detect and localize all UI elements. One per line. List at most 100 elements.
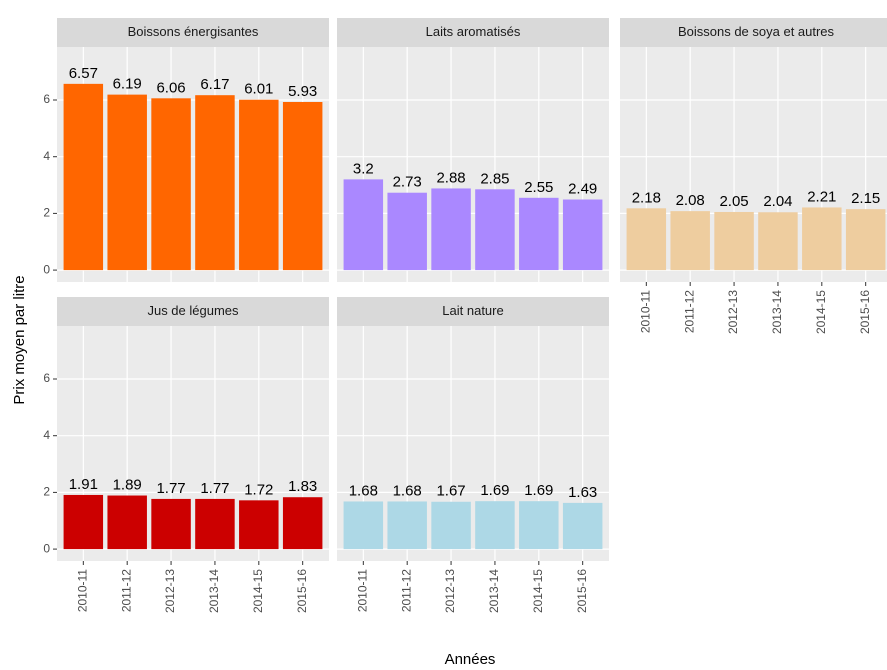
x-tick-label: 2011-12: [682, 290, 696, 333]
x-tick-label: 2013-14: [770, 290, 784, 334]
value-label: 1.77: [156, 480, 185, 497]
y-tick-label: 0: [43, 541, 50, 555]
value-label: 5.93: [288, 83, 317, 100]
value-label: 1.69: [480, 482, 509, 499]
value-label: 6.57: [69, 65, 98, 82]
value-label: 2.55: [524, 179, 553, 196]
bar: [239, 99, 279, 271]
panel-title: Lait nature: [442, 303, 503, 318]
x-tick-label: 2011-12: [399, 569, 413, 612]
y-tick-label: 2: [43, 485, 50, 499]
value-label: 2.04: [763, 193, 792, 210]
bar: [343, 501, 384, 550]
y-tick-label: 4: [43, 149, 50, 163]
value-label: 1.68: [393, 482, 422, 499]
bar: [626, 208, 667, 271]
value-label: 2.88: [436, 169, 465, 186]
bar: [562, 199, 603, 271]
bar: [845, 209, 886, 271]
value-label: 2.15: [851, 190, 880, 207]
x-tick-label: 2015-16: [858, 290, 872, 334]
bar: [519, 501, 559, 550]
bar: [562, 502, 603, 550]
bar: [475, 501, 515, 550]
x-tick-label: 2015-16: [295, 569, 309, 613]
y-tick-label: 6: [43, 371, 50, 385]
bar: [63, 494, 104, 550]
value-label: 2.49: [568, 180, 597, 197]
x-tick-label: 2013-14: [487, 569, 501, 613]
x-tick-label: 2013-14: [207, 569, 221, 613]
bar: [387, 192, 427, 271]
value-label: 6.19: [113, 76, 142, 93]
bar: [151, 498, 191, 550]
bar: [475, 189, 515, 271]
value-label: 2.21: [807, 188, 836, 205]
bar: [343, 179, 384, 271]
value-label: 2.73: [393, 174, 422, 191]
x-tick-label: 2014-15: [531, 569, 545, 613]
value-label: 1.91: [69, 476, 98, 493]
x-tick-label: 2015-16: [575, 569, 589, 613]
value-label: 6.06: [156, 79, 185, 96]
y-tick-label: 2: [43, 206, 50, 220]
strip: [620, 18, 887, 47]
bar: [387, 501, 427, 550]
value-label: 1.83: [288, 478, 317, 495]
panel-title: Boissons de soya et autres: [678, 24, 835, 39]
value-label: 1.69: [524, 482, 553, 499]
strip: [57, 297, 329, 326]
y-tick-label: 4: [43, 428, 50, 442]
value-label: 1.68: [349, 482, 378, 499]
value-label: 1.67: [436, 483, 465, 500]
bar: [107, 94, 147, 271]
x-tick-label: 2014-15: [251, 569, 265, 613]
x-tick-label: 2012-13: [726, 290, 740, 334]
bar: [670, 211, 710, 271]
x-tick-label: 2012-13: [443, 569, 457, 613]
x-tick-label: 2012-13: [163, 569, 177, 613]
value-label: 2.05: [719, 193, 748, 210]
bar: [431, 188, 471, 271]
x-tick-label: 2010-11: [638, 290, 652, 333]
bar: [714, 211, 754, 271]
bar: [431, 501, 471, 550]
value-label: 6.17: [200, 76, 229, 93]
panels: Boissons énergisantes 0 2 4 6 6.57 6.19 6.06 6.1…: [43, 18, 887, 613]
value-label: 2.08: [676, 192, 705, 209]
strip: [337, 18, 609, 47]
bar: [802, 207, 842, 271]
strip: [337, 297, 609, 326]
x-tick-label: 2011-12: [119, 569, 133, 612]
panel-title: Boissons énergisantes: [128, 24, 259, 39]
bar: [758, 212, 798, 271]
value-label: 2.85: [480, 170, 509, 187]
value-label: 1.72: [244, 481, 273, 498]
bar: [195, 498, 235, 550]
value-label: 3.2: [353, 160, 374, 177]
value-label: 1.77: [200, 480, 229, 497]
bar: [282, 497, 323, 550]
bar: [63, 83, 104, 271]
x-tick-label: 2014-15: [814, 290, 828, 334]
bar: [107, 495, 147, 550]
value-label: 1.89: [113, 476, 142, 493]
bar: [519, 197, 559, 271]
bar: [195, 95, 235, 271]
x-tick-label: 2010-11: [75, 569, 89, 612]
y-axis-label: Prix moyen par litre: [11, 275, 28, 404]
value-label: 2.18: [632, 189, 661, 206]
y-tick-label: 6: [43, 92, 50, 106]
y-tick-label: 0: [43, 262, 50, 276]
x-axis-label: Années: [445, 651, 496, 668]
panel-title: Jus de légumes: [147, 303, 239, 318]
bar: [239, 500, 279, 550]
value-label: 1.63: [568, 484, 597, 501]
strip: [57, 18, 329, 47]
bar: [282, 101, 323, 271]
value-label: 6.01: [244, 81, 273, 98]
x-tick-label: 2010-11: [355, 569, 369, 612]
panel-title: Laits aromatisés: [426, 24, 521, 39]
bar: [151, 98, 191, 271]
